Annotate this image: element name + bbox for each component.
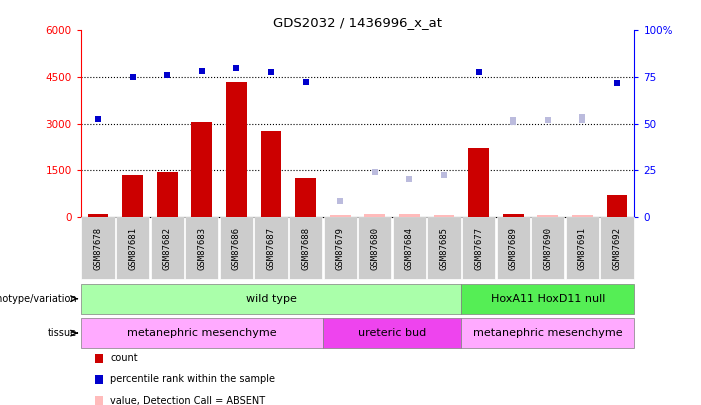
- Bar: [295, 178, 316, 217]
- Text: GSM87691: GSM87691: [578, 226, 587, 270]
- Text: ureteric bud: ureteric bud: [358, 328, 426, 338]
- Bar: [261, 131, 281, 217]
- Bar: [88, 213, 108, 217]
- Bar: [191, 122, 212, 217]
- Text: GSM87684: GSM87684: [405, 226, 414, 270]
- Bar: [434, 215, 454, 217]
- Bar: [572, 215, 593, 217]
- Text: value, Detection Call = ABSENT: value, Detection Call = ABSENT: [110, 396, 265, 405]
- Text: GSM87692: GSM87692: [613, 226, 622, 270]
- Text: GSM87680: GSM87680: [370, 226, 379, 270]
- Title: GDS2032 / 1436996_x_at: GDS2032 / 1436996_x_at: [273, 16, 442, 29]
- Text: count: count: [110, 354, 137, 363]
- Bar: [503, 213, 524, 217]
- Text: GSM87690: GSM87690: [543, 226, 552, 270]
- Text: GSM87689: GSM87689: [509, 226, 518, 270]
- Bar: [365, 214, 386, 217]
- Text: metanephric mesenchyme: metanephric mesenchyme: [127, 328, 277, 338]
- Bar: [226, 81, 247, 217]
- Text: GSM87677: GSM87677: [474, 226, 483, 270]
- Bar: [606, 195, 627, 217]
- Text: metanephric mesenchyme: metanephric mesenchyme: [473, 328, 622, 338]
- Text: GSM87687: GSM87687: [266, 226, 275, 270]
- Bar: [330, 215, 350, 217]
- Text: GSM87678: GSM87678: [93, 226, 102, 270]
- Text: genotype/variation: genotype/variation: [0, 294, 77, 304]
- Text: GSM87679: GSM87679: [336, 226, 345, 270]
- Text: GSM87685: GSM87685: [440, 226, 449, 270]
- Bar: [468, 148, 489, 217]
- Text: HoxA11 HoxD11 null: HoxA11 HoxD11 null: [491, 294, 605, 304]
- Bar: [122, 175, 143, 217]
- Text: GSM87683: GSM87683: [197, 226, 206, 270]
- Text: GSM87688: GSM87688: [301, 226, 310, 270]
- Text: wild type: wild type: [245, 294, 297, 304]
- Text: GSM87682: GSM87682: [163, 226, 172, 270]
- Bar: [538, 215, 558, 217]
- Text: percentile rank within the sample: percentile rank within the sample: [110, 375, 275, 384]
- Text: GSM87686: GSM87686: [232, 226, 241, 270]
- Bar: [157, 172, 177, 217]
- Text: tissue: tissue: [48, 328, 77, 338]
- Bar: [399, 214, 420, 217]
- Text: GSM87681: GSM87681: [128, 226, 137, 270]
